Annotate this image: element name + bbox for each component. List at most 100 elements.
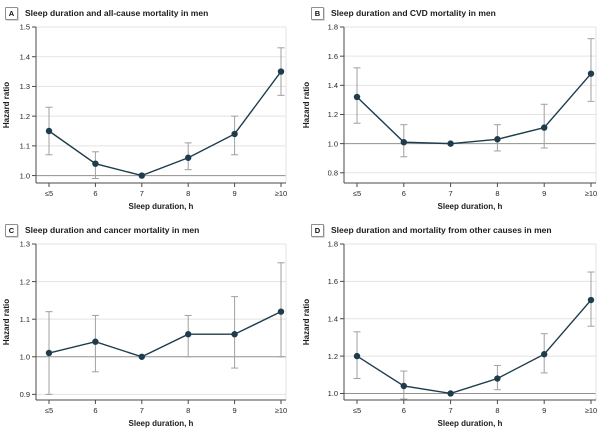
x-tick-label: 7 (449, 406, 453, 415)
x-tick-label: 9 (233, 189, 237, 198)
y-tick-label: 1.0 (328, 389, 338, 398)
x-tick-label: 6 (93, 406, 97, 415)
data-point (231, 130, 238, 138)
y-axis-title: Hazard ratio (2, 82, 11, 128)
panel-d-line-chart: 1.0 1.2 1.4 1.6 1.8 ≤5 6 7 8 9 ≥10 Sleep duration, … (302, 240, 597, 428)
data-point (447, 140, 454, 147)
data-point (45, 127, 53, 135)
y-tick-label: 1.4 (328, 81, 338, 90)
panel-b-title: Sleep duration and CVD mortality in men (331, 8, 496, 18)
x-axis-title: Sleep duration, h (438, 419, 503, 428)
data-point (400, 138, 407, 146)
y-tick-label: 1.1 (20, 315, 30, 324)
x-tick-label: 9 (542, 406, 546, 415)
x-tick-label: ≤5 (45, 189, 53, 198)
y-tick-label: 1.8 (328, 240, 338, 249)
x-tick-label: 7 (140, 406, 144, 415)
y-tick-label: 1.0 (328, 139, 338, 148)
y-tick-label: 1.5 (20, 23, 30, 32)
x-tick-label: 7 (449, 189, 453, 198)
panel-b-header: B Sleep duration and CVD mortality in me… (300, 0, 600, 21)
panel-b: B Sleep duration and CVD mortality in me… (300, 0, 600, 217)
x-axis-title: Sleep duration, h (129, 202, 194, 211)
x-tick-label: ≤5 (45, 406, 53, 415)
data-point (138, 172, 145, 179)
y-tick-label: 1.0 (20, 352, 30, 361)
data-point (185, 154, 192, 161)
y-axis-title: Hazard ratio (302, 82, 311, 128)
panel-b-letter-badge: B (311, 6, 324, 20)
y-tick-label: 1.2 (328, 352, 338, 361)
y-tick-label: 1.0 (20, 171, 30, 180)
y-tick-label: 1.3 (20, 240, 30, 249)
panel-c: C Sleep duration and cancer mortality in… (0, 217, 300, 435)
series-line (48, 311, 282, 358)
x-axis-title: Sleep duration, h (438, 202, 503, 211)
data-point (353, 93, 361, 101)
y-tick-label: 1.3 (20, 82, 30, 91)
y-tick-label: 1.2 (20, 277, 30, 286)
x-tick-label: 9 (233, 406, 237, 415)
y-tick-label: 1.4 (328, 314, 338, 323)
data-point (92, 338, 99, 345)
y-axis-title: Hazard ratio (2, 299, 11, 345)
data-point (45, 349, 53, 357)
x-axis-title: Sleep duration, h (129, 419, 194, 428)
panel-d: D Sleep duration and mortality from othe… (300, 217, 600, 435)
panel-d-letter-badge: D (311, 223, 324, 237)
data-point (92, 160, 99, 167)
y-tick-label: 1.6 (328, 277, 338, 286)
panel-a-line-chart: 1.0 1.1 1.2 1.3 1.4 1.5 ≤5 6 7 8 9 ≥10 Sleep duratio… (2, 23, 287, 211)
data-point (587, 70, 595, 77)
x-tick-label: 6 (402, 189, 406, 198)
y-tick-label: 1.8 (328, 23, 338, 32)
panel-c-header: C Sleep duration and cancer mortality in… (0, 217, 300, 238)
x-tick-label: 8 (495, 406, 499, 415)
data-point (541, 351, 548, 358)
y-tick-label: 0.9 (20, 390, 30, 399)
x-tick-label: ≥10 (275, 406, 287, 415)
x-tick-label: 9 (542, 189, 546, 198)
y-tick-label: 0.8 (328, 168, 338, 177)
x-tick-label: ≥10 (585, 189, 597, 198)
y-tick-label: 1.1 (20, 142, 30, 151)
panel-a-letter-badge: A (5, 6, 18, 20)
x-tick-label: ≤5 (353, 406, 361, 415)
panel-b-line-chart: 0.8 1.0 1.2 1.4 1.6 1.8 ≤5 6 7 8 9 ≥10 Sleep duratio… (302, 23, 597, 211)
data-point (587, 296, 595, 304)
x-tick-label: 7 (140, 189, 144, 198)
x-tick-label: ≥10 (585, 406, 597, 415)
panel-a-title: Sleep duration and all-cause mortality i… (25, 8, 209, 18)
series-line (356, 299, 592, 395)
x-tick-label: 6 (402, 406, 406, 415)
y-tick-label: 1.2 (328, 110, 338, 119)
panel-c-letter-badge: C (5, 223, 18, 237)
panel-a-header: A Sleep duration and all-cause mortality… (0, 0, 300, 21)
panel-c-line-chart: 0.9 1.0 1.1 1.2 1.3 ≤5 6 7 8 9 ≥10 Sleep duration, … (2, 240, 287, 428)
data-point (541, 124, 548, 131)
data-point (494, 136, 501, 143)
x-tick-label: 6 (93, 189, 97, 198)
data-point (138, 353, 145, 360)
series-line (48, 71, 282, 177)
data-point (231, 331, 238, 338)
panel-c-title: Sleep duration and cancer mortality in m… (25, 225, 200, 235)
y-tick-label: 1.6 (328, 52, 338, 61)
y-axis-title: Hazard ratio (302, 299, 311, 345)
data-point (494, 375, 501, 382)
x-tick-label: ≥10 (275, 189, 287, 198)
panel-a: A Sleep duration and all-cause mortality… (0, 0, 300, 217)
x-tick-label: 8 (495, 189, 499, 198)
panel-d-title: Sleep duration and mortality from other … (331, 225, 552, 235)
panel-d-header: D Sleep duration and mortality from othe… (300, 217, 600, 238)
data-point (353, 352, 361, 360)
y-tick-label: 1.2 (20, 112, 30, 121)
series-line (356, 73, 592, 145)
data-point (447, 390, 454, 397)
data-point (400, 382, 407, 390)
y-tick-label: 1.4 (20, 52, 30, 61)
data-point (185, 331, 192, 338)
x-tick-label: 8 (186, 406, 190, 415)
data-point (277, 68, 285, 75)
